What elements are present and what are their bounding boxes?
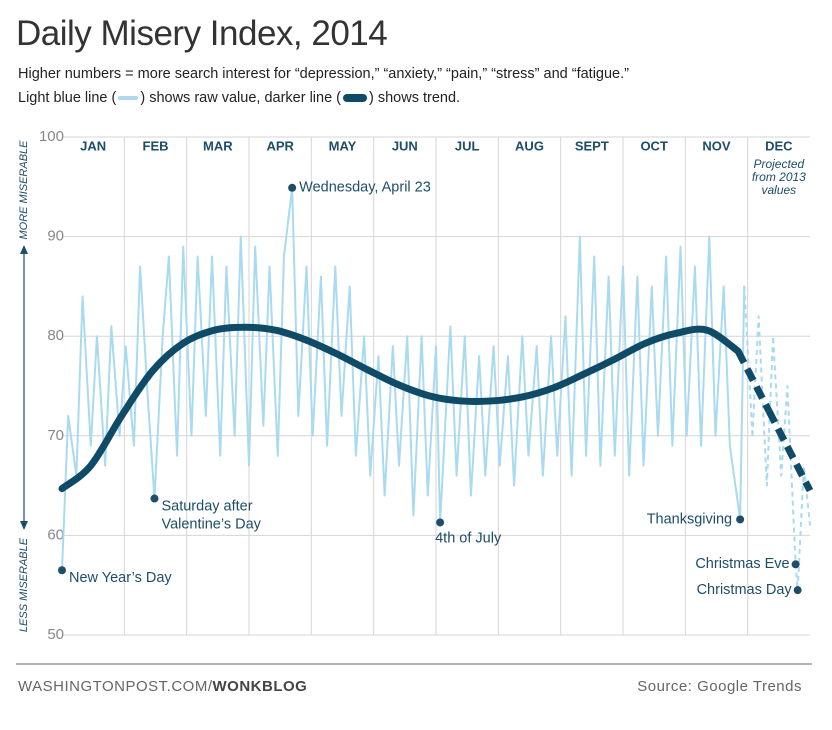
projection-note: from 2013 xyxy=(752,170,806,184)
source-site: WASHINGTONPOST.COM/ xyxy=(18,678,213,695)
legend-text: ) shows trend. xyxy=(369,90,461,106)
x-tick-label: SEPT xyxy=(575,138,609,153)
x-tick-label: JUL xyxy=(455,138,480,153)
annotation-label: 4th of July xyxy=(435,530,502,546)
x-tick-label: JUN xyxy=(392,138,418,153)
axis-arrow-head xyxy=(20,521,28,530)
legend-text: Light blue line ( xyxy=(18,90,117,106)
annotation-label: Saturday after xyxy=(161,498,252,514)
source-blog: WONKBLOG xyxy=(213,678,308,695)
x-tick-label: MAR xyxy=(203,138,233,153)
legend: Light blue line ( ) shows raw value, dar… xyxy=(18,90,460,106)
y-tick-label: 80 xyxy=(47,327,64,344)
footer-source: Source: Google Trends xyxy=(637,678,802,695)
annotation-dot xyxy=(791,560,800,569)
x-tick-label: JAN xyxy=(80,138,106,153)
x-tick-label: DEC xyxy=(765,138,793,153)
series-line-projected xyxy=(751,315,811,592)
x-tick-label: APR xyxy=(266,138,294,153)
annotation-label: New Year’s Day xyxy=(69,570,172,586)
axis-arrow-head xyxy=(20,245,28,254)
axis-label-bottom: LESS MISERABLE xyxy=(18,537,30,632)
x-tick-label: OCT xyxy=(640,138,668,153)
projection-note: values xyxy=(761,183,796,197)
y-tick-label: 50 xyxy=(47,626,64,643)
y-tick-label: 100 xyxy=(39,128,64,145)
projection-note: Projected xyxy=(753,157,804,171)
x-tick-label: MAY xyxy=(329,138,357,153)
axis-label-top: MORE MISERABLE xyxy=(18,140,30,240)
x-tick-label: NOV xyxy=(702,138,731,153)
annotation-label: Valentine’s Day xyxy=(161,516,261,532)
y-tick-label: 60 xyxy=(47,526,64,543)
series-line xyxy=(61,186,746,572)
series-line-projected xyxy=(765,409,814,493)
annotation-dot xyxy=(58,566,66,575)
subtitle: Higher numbers = more search interest fo… xyxy=(18,66,629,82)
annotation-dot xyxy=(793,586,802,595)
annotation-dot xyxy=(288,183,297,192)
annotation-dot xyxy=(436,518,445,527)
chart-title: Daily Misery Index, 2014 xyxy=(16,14,388,53)
annotation-label: Christmas Day xyxy=(697,582,793,598)
x-tick-label: FEB xyxy=(143,138,169,153)
projection-connector xyxy=(743,286,754,436)
footer-source-site: WASHINGTONPOST.COM/WONKBLOG xyxy=(18,678,307,695)
y-tick-label: 70 xyxy=(47,427,64,444)
series-line xyxy=(58,323,742,493)
legend-raw-swatch xyxy=(118,96,139,100)
annotation-dot xyxy=(150,494,159,503)
annotation-label: Wednesday, April 23 xyxy=(299,180,431,196)
annotation-label: Christmas Eve xyxy=(695,556,789,572)
projection-connector xyxy=(734,349,773,413)
x-tick-label: AUG xyxy=(515,138,544,153)
legend-trend-swatch xyxy=(343,94,368,102)
y-tick-label: 90 xyxy=(47,228,64,245)
annotation-label: Thanksgiving xyxy=(647,511,732,527)
annotation-dot xyxy=(736,515,745,524)
legend-text: ) shows raw value, darker line ( xyxy=(140,90,342,106)
